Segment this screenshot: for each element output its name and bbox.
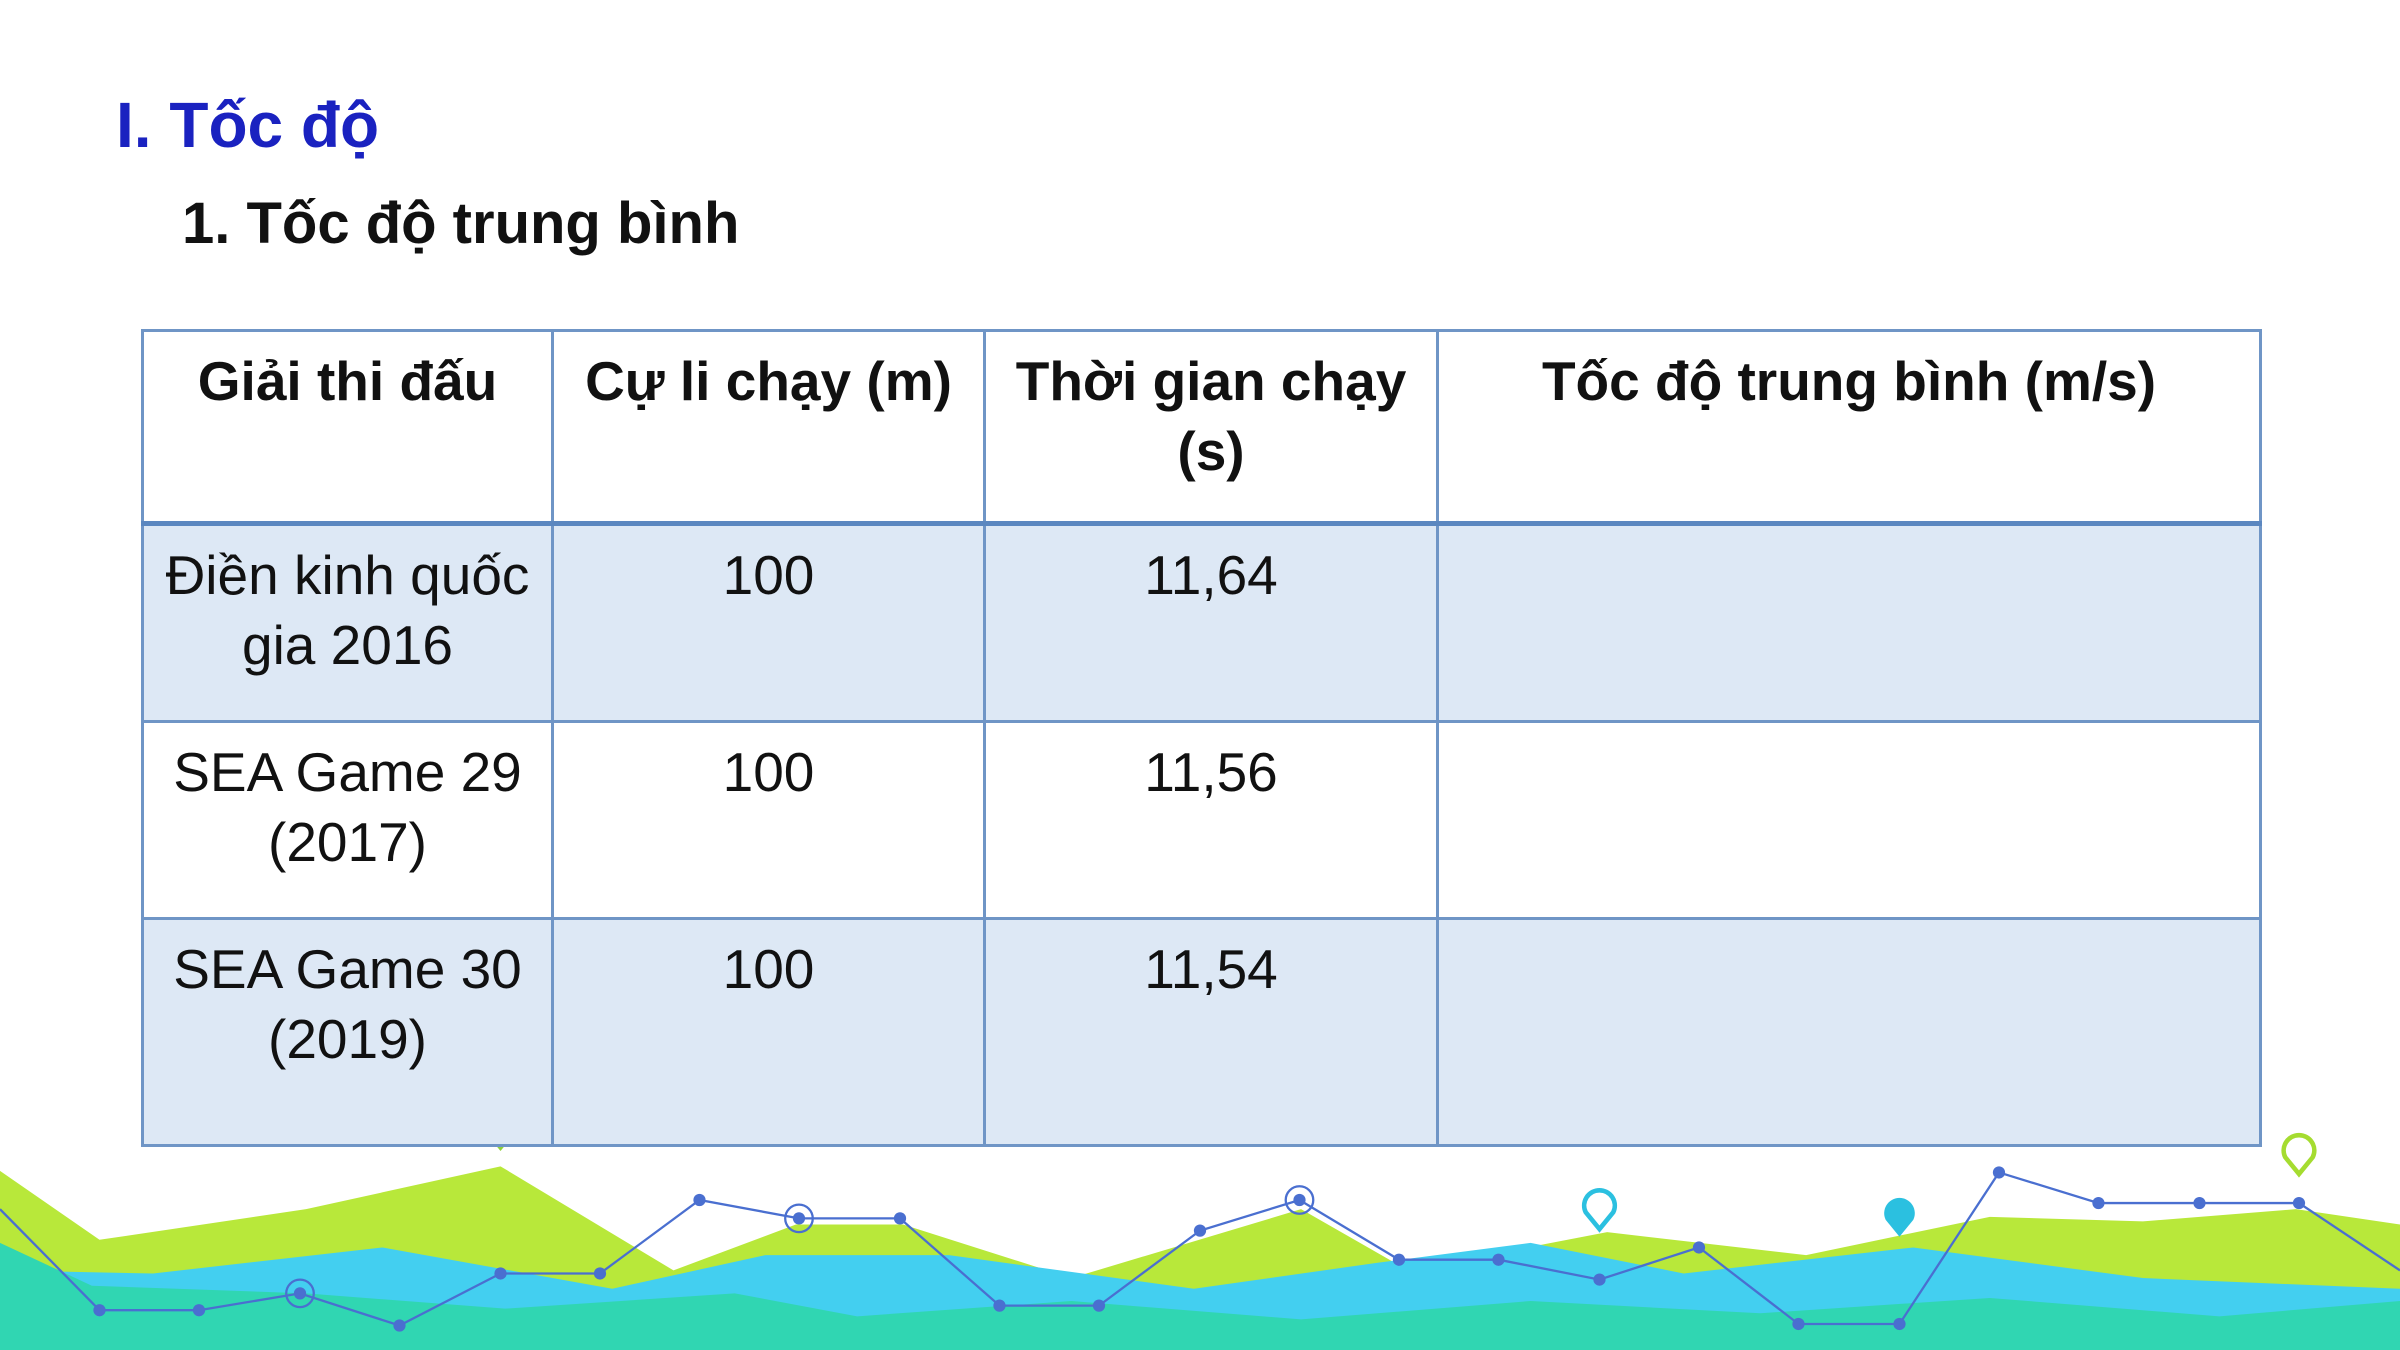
table-row: SEA Game 30 (2019) 100 11,54 — [141, 917, 2262, 1147]
header-cell: Thời gian chạy (s) — [983, 329, 1439, 526]
title: I. Tốc độ — [116, 89, 380, 161]
pin — [1581, 1188, 1618, 1233]
table-cell: Điền kinh quốc gia 2016 — [141, 522, 554, 723]
table-row: Điền kinh quốc gia 2016 100 11,64 — [141, 522, 2262, 723]
subtitle: 1. Tốc độ trung bình — [182, 191, 740, 256]
table-cell: 100 — [551, 522, 986, 723]
table: Giải thi đấu Cự li chạy (m) Thời gian chạy… — [141, 329, 2262, 1147]
table-cell — [1436, 917, 2262, 1147]
table-cell — [1436, 522, 2262, 723]
table-cell: SEA Game 29 (2017) — [141, 720, 554, 920]
rings — [285, 1185, 1315, 1309]
header-cell: Giải thi đấu — [141, 329, 554, 526]
table-cell: 11,64 — [983, 522, 1439, 723]
header-cell: Cự li chạy (m) — [551, 329, 986, 526]
pin — [1884, 1197, 1915, 1237]
table-cell: 11,54 — [983, 917, 1439, 1147]
table-cell: SEA Game 30 (2019) — [141, 917, 554, 1147]
header-cell: Tốc độ trung bình (m/s) — [1436, 329, 2262, 526]
table-cell: 100 — [551, 917, 986, 1147]
header-row: Giải thi đấu Cự li chạy (m) Thời gian chạy… — [141, 329, 2262, 526]
table-cell: 11,56 — [983, 720, 1439, 920]
table-cell — [1436, 720, 2262, 920]
dots — [93, 1166, 2306, 1332]
pin — [2281, 1132, 2317, 1178]
table-row: SEA Game 29 (2017) 100 11,56 — [141, 720, 2262, 920]
table-cell: 100 — [551, 720, 986, 920]
